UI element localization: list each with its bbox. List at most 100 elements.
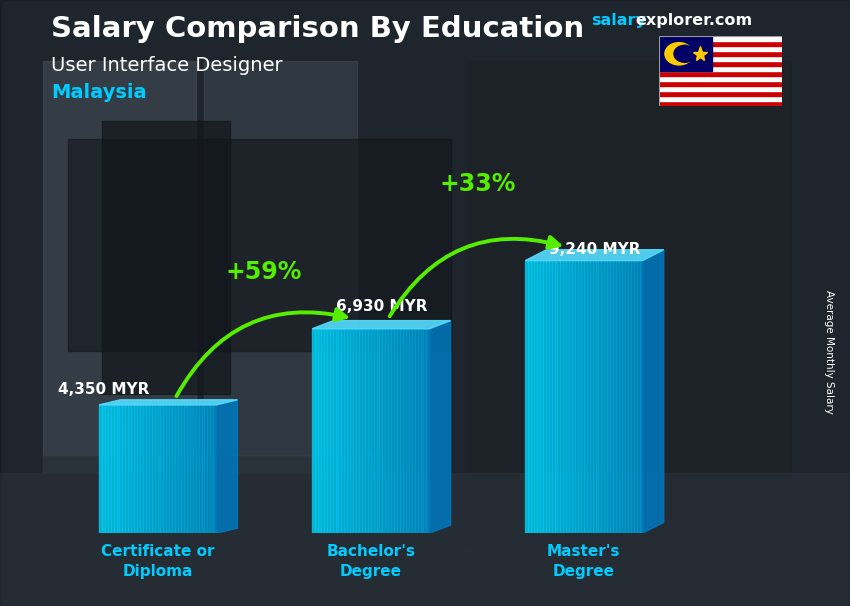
Bar <box>659 56 782 61</box>
Polygon shape <box>312 321 450 329</box>
Bar <box>151 405 155 533</box>
Bar <box>312 329 315 533</box>
Bar <box>353 329 356 533</box>
Bar <box>344 329 348 533</box>
Circle shape <box>674 45 695 62</box>
Bar <box>388 329 391 533</box>
Bar <box>155 405 157 533</box>
Bar <box>552 261 554 533</box>
Bar <box>157 405 161 533</box>
Bar <box>548 261 552 533</box>
Bar <box>394 329 397 533</box>
Bar <box>161 405 163 533</box>
Bar <box>108 405 110 533</box>
Bar <box>631 261 633 533</box>
Bar <box>421 329 423 533</box>
Bar <box>114 405 116 533</box>
Bar <box>134 405 137 533</box>
Bar <box>105 405 108 533</box>
Bar <box>173 405 175 533</box>
Bar <box>560 261 564 533</box>
Bar <box>137 405 140 533</box>
Bar <box>564 261 566 533</box>
Bar <box>377 329 379 533</box>
Bar <box>385 329 388 533</box>
Bar <box>625 261 628 533</box>
Bar <box>213 405 216 533</box>
Bar <box>350 329 353 533</box>
Bar <box>169 405 173 533</box>
Bar <box>178 405 181 533</box>
Bar <box>659 91 782 96</box>
Bar <box>540 261 543 533</box>
Bar <box>356 329 359 533</box>
Bar <box>602 261 604 533</box>
Bar <box>184 405 187 533</box>
Bar <box>423 329 427 533</box>
Bar <box>417 329 421 533</box>
Bar <box>659 61 782 66</box>
Bar <box>143 405 146 533</box>
Bar <box>403 329 405 533</box>
Bar <box>326 329 330 533</box>
Bar <box>411 329 415 533</box>
Bar <box>348 329 350 533</box>
Polygon shape <box>429 321 450 533</box>
Bar <box>193 405 196 533</box>
Bar <box>575 261 578 533</box>
Bar <box>409 329 411 533</box>
Bar <box>379 329 382 533</box>
Bar <box>167 405 169 533</box>
Bar <box>619 261 622 533</box>
Bar <box>531 261 534 533</box>
Bar <box>659 72 782 76</box>
Bar <box>659 81 782 86</box>
Bar <box>528 261 531 533</box>
Circle shape <box>665 42 693 65</box>
Bar <box>116 405 120 533</box>
Bar <box>102 405 105 533</box>
Bar <box>543 261 546 533</box>
Bar <box>415 329 417 533</box>
Bar <box>604 261 607 533</box>
Bar <box>581 261 584 533</box>
Bar <box>596 261 598 533</box>
Bar <box>659 41 782 46</box>
Bar <box>633 261 637 533</box>
Bar <box>128 405 131 533</box>
Bar <box>400 329 403 533</box>
Bar <box>534 261 537 533</box>
Text: Salary Comparison By Education: Salary Comparison By Education <box>51 15 584 43</box>
Bar <box>590 261 592 533</box>
Bar <box>554 261 558 533</box>
Bar <box>324 329 326 533</box>
Bar <box>163 405 167 533</box>
Bar <box>537 261 540 533</box>
Bar <box>146 405 149 533</box>
Text: Average Monthly Salary: Average Monthly Salary <box>824 290 834 413</box>
Bar <box>68 139 450 351</box>
Bar <box>210 405 213 533</box>
Bar <box>637 261 639 533</box>
Bar <box>336 329 338 533</box>
Bar <box>578 261 581 533</box>
Bar <box>181 405 184 533</box>
Bar <box>628 261 631 533</box>
Polygon shape <box>99 400 237 405</box>
Bar <box>205 405 207 533</box>
Text: 9,240 MYR: 9,240 MYR <box>549 242 640 256</box>
Bar <box>659 86 782 91</box>
Bar <box>342 329 344 533</box>
Bar <box>659 36 782 41</box>
Bar <box>321 329 324 533</box>
Bar <box>318 329 321 533</box>
Bar <box>607 261 610 533</box>
Bar <box>131 405 134 533</box>
Bar <box>639 261 643 533</box>
Bar <box>659 101 782 106</box>
Bar <box>201 405 205 533</box>
Bar <box>199 405 201 533</box>
Bar <box>566 261 570 533</box>
Bar <box>397 329 400 533</box>
Bar <box>330 329 332 533</box>
